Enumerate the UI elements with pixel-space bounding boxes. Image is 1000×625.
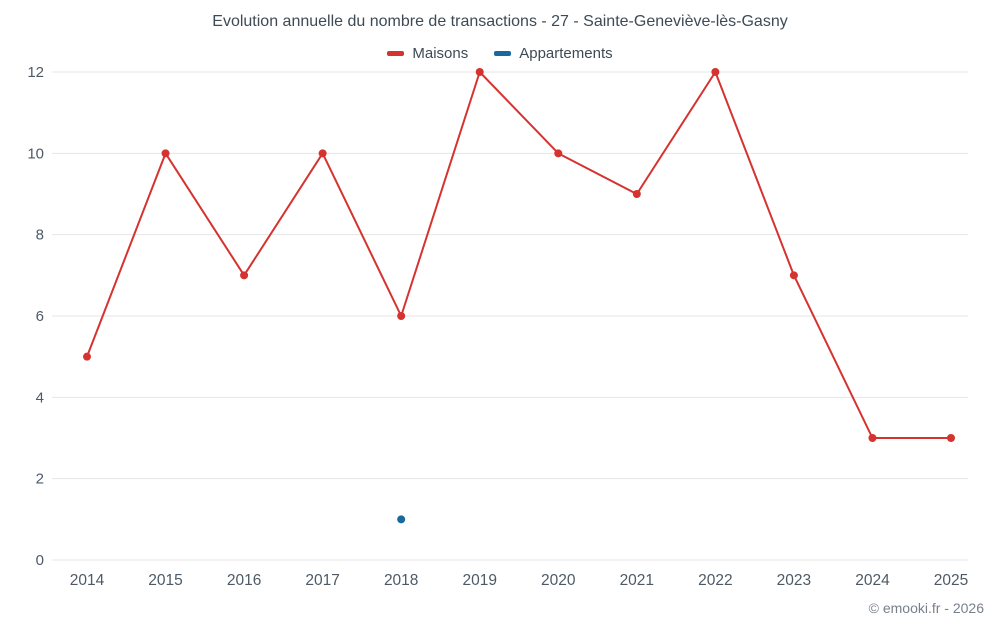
data-point-maisons[interactable] (240, 271, 249, 280)
data-point-maisons[interactable] (397, 312, 406, 320)
x-tick-label: 2018 (384, 572, 418, 589)
x-tick-label: 2024 (855, 572, 890, 589)
data-point-maisons[interactable] (711, 68, 720, 76)
x-tick-label: 2025 (934, 572, 968, 589)
x-tick-label: 2020 (541, 572, 576, 589)
x-tick-label: 2016 (227, 572, 261, 589)
data-point-maisons[interactable] (632, 190, 641, 198)
data-point-maisons[interactable] (868, 434, 877, 442)
data-point-maisons[interactable] (318, 149, 327, 158)
x-tick-label: 2021 (620, 572, 654, 589)
y-tick-label: 2 (36, 471, 44, 488)
y-tick-label: 10 (27, 145, 44, 162)
y-tick-label: 12 (27, 64, 44, 81)
data-point-appartements[interactable] (397, 515, 406, 524)
x-tick-label: 2017 (305, 572, 339, 589)
data-point-maisons[interactable] (161, 149, 170, 158)
x-tick-label: 2023 (777, 572, 811, 589)
data-point-maisons[interactable] (475, 68, 484, 76)
y-tick-label: 6 (36, 308, 44, 325)
data-point-maisons[interactable] (83, 352, 91, 361)
x-tick-label: 2019 (462, 572, 496, 589)
legend-item-maisons[interactable]: Maisons (387, 45, 468, 62)
data-point-maisons[interactable] (947, 434, 955, 442)
y-tick-label: 0 (36, 552, 44, 569)
series-line-maisons (86, 71, 952, 439)
y-tick-label: 8 (36, 227, 44, 244)
legend-swatch-appartements (494, 51, 512, 56)
x-tick-label: 2014 (70, 572, 105, 589)
y-tick-label: 4 (36, 389, 44, 406)
legend-label-appartements: Appartements (519, 45, 613, 62)
x-tick-label: 2015 (148, 572, 182, 589)
x-tick-label: 2022 (698, 572, 732, 589)
legend-swatch-maisons (387, 51, 405, 56)
chart-footer-credit: © emooki.fr - 2026 (868, 600, 984, 616)
data-point-maisons[interactable] (789, 271, 798, 280)
data-point-maisons[interactable] (554, 149, 563, 158)
chart-legend: Maisons Appartements (0, 45, 1000, 62)
legend-item-appartements[interactable]: Appartements (494, 45, 613, 62)
chart-title: Evolution annuelle du nombre de transact… (212, 13, 788, 30)
legend-label-maisons: Maisons (412, 45, 469, 62)
